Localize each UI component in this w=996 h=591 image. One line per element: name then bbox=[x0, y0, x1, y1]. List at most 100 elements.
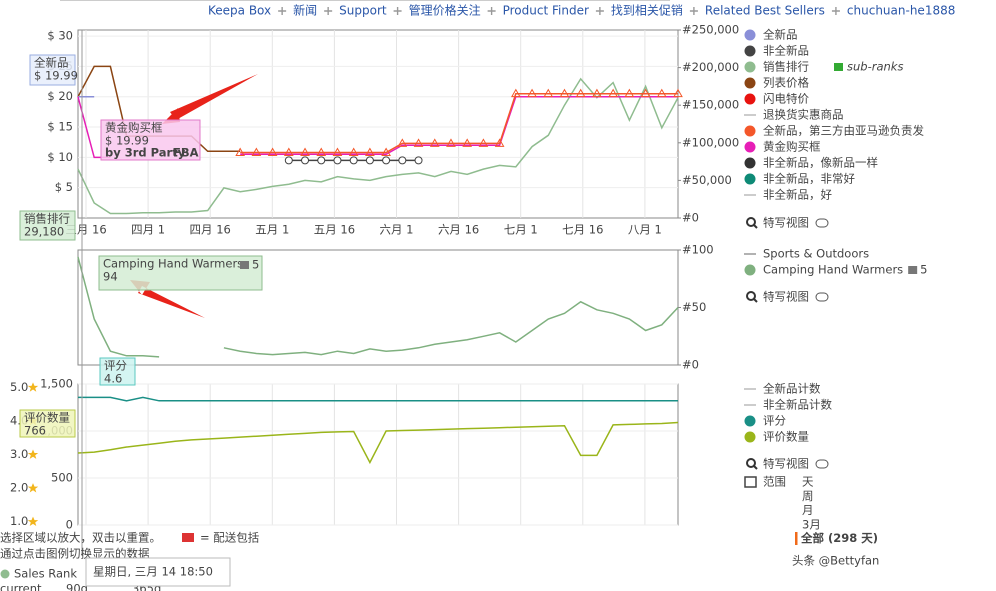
legend-label[interactable]: 非全新品 bbox=[763, 44, 809, 58]
x-tick-label: 四月 1 bbox=[131, 223, 165, 237]
nav-separator bbox=[831, 7, 840, 15]
range-option[interactable]: 月 bbox=[802, 503, 814, 517]
marker-circle bbox=[398, 156, 407, 165]
x-tick-label: 五月 16 bbox=[314, 223, 355, 237]
marker-triangle bbox=[413, 138, 424, 147]
legend-label[interactable]: Sports & Outdoors bbox=[763, 247, 869, 261]
zoom-label[interactable]: 特写视图 bbox=[763, 457, 809, 471]
tooltip-text: 全新品 bbox=[34, 56, 69, 70]
tooltip-text: 黄金购买框 bbox=[105, 121, 163, 135]
range-option[interactable]: 天 bbox=[802, 475, 814, 489]
series-line bbox=[78, 396, 678, 402]
legend-label[interactable]: Camping Hand Warmers bbox=[763, 263, 903, 277]
nav-separator bbox=[487, 7, 496, 15]
calendar-icon bbox=[744, 476, 757, 488]
marker-circle bbox=[365, 156, 374, 165]
tooltip-box bbox=[98, 255, 263, 291]
legend-label[interactable]: 全新品，第三方由亚马逊负责发 bbox=[763, 124, 924, 138]
range-all[interactable]: 全部 (298 天) bbox=[800, 531, 878, 545]
marker-circle bbox=[382, 156, 391, 165]
nav-link[interactable]: Keepa Box bbox=[208, 4, 271, 18]
marker-triangle bbox=[624, 88, 635, 98]
legend-label[interactable]: 评分 bbox=[763, 414, 786, 428]
marker-triangle bbox=[316, 147, 327, 157]
nav-link[interactable]: 新闻 bbox=[293, 3, 317, 18]
legend-dot bbox=[744, 93, 756, 105]
legend-label[interactable]: 退换货实惠商品 bbox=[763, 108, 844, 122]
zoom-label[interactable]: 特写视图 bbox=[763, 216, 809, 230]
legend-rank: 5 bbox=[920, 263, 927, 277]
star-icon bbox=[27, 516, 39, 527]
zoom-icon bbox=[753, 224, 758, 229]
series-line bbox=[240, 96, 678, 156]
rating-tick-label: 5.0 bbox=[10, 380, 28, 394]
marker-triangle bbox=[251, 147, 262, 157]
range-option[interactable]: 周 bbox=[802, 489, 814, 503]
tooltip-text: 766 bbox=[24, 424, 46, 438]
nav-link[interactable]: chuchuan-he1888 bbox=[847, 4, 955, 18]
rating-tick-label: 3.0 bbox=[10, 447, 28, 461]
nav-link[interactable]: 管理价格关注 bbox=[409, 3, 481, 18]
tooltip-text: 销售排行 bbox=[24, 212, 70, 226]
nav-link[interactable]: 找到相关促销 bbox=[611, 4, 683, 18]
toggle[interactable] bbox=[815, 459, 829, 469]
legend-label[interactable]: 销售排行 bbox=[763, 60, 809, 74]
legend-label[interactable]: 非全新品，好 bbox=[763, 188, 832, 202]
marker-circle bbox=[333, 156, 342, 165]
legend-label[interactable]: 黄金购买框 bbox=[763, 140, 821, 154]
tab-label[interactable]: Sales Rank bbox=[14, 567, 77, 581]
marker-triangle bbox=[543, 88, 554, 98]
y2-tick-label: #150,000 bbox=[682, 98, 739, 112]
rating-tick-label: 2.0 bbox=[10, 481, 28, 495]
range-label: 范围 bbox=[763, 475, 786, 489]
zoom-icon bbox=[753, 298, 758, 303]
nav-separator bbox=[278, 7, 287, 15]
tooltip-rank: 5 bbox=[252, 258, 259, 272]
tooltip-box bbox=[29, 54, 76, 86]
marker-triangle bbox=[267, 147, 278, 157]
legend-label[interactable]: 非全新品，像新品一样 bbox=[763, 156, 878, 170]
zoom-label[interactable]: 特写视图 bbox=[763, 290, 809, 304]
marker-triangle bbox=[673, 88, 683, 98]
legend-dot bbox=[744, 141, 756, 153]
marker-triangle bbox=[300, 147, 310, 157]
marker-triangle bbox=[510, 88, 521, 98]
marker-circle bbox=[301, 156, 310, 165]
toggle[interactable] bbox=[815, 218, 829, 228]
legend-label[interactable]: 全新品 bbox=[763, 28, 798, 42]
legend-label[interactable]: 评价数量 bbox=[763, 430, 809, 444]
legend-label[interactable]: 闪电特价 bbox=[763, 92, 809, 106]
y-tick-label: $ 20 bbox=[47, 89, 73, 103]
legend-dot bbox=[744, 157, 756, 169]
legend-label[interactable]: 非全新品计数 bbox=[763, 398, 832, 412]
marker-triangle bbox=[332, 147, 343, 157]
legend-dot bbox=[744, 431, 756, 443]
marker-triangle bbox=[381, 147, 391, 157]
nav-link[interactable]: Related Best Sellers bbox=[705, 4, 825, 18]
legend-dot bbox=[744, 264, 756, 276]
subrank-icon bbox=[240, 261, 249, 269]
legend-dot bbox=[744, 61, 756, 73]
series-line bbox=[223, 300, 679, 356]
plot-frame bbox=[77, 383, 679, 526]
tooltip-text: 4.6 bbox=[104, 372, 122, 386]
tooltip-box bbox=[19, 409, 76, 438]
tooltip-box bbox=[100, 119, 201, 161]
zoom-icon bbox=[746, 217, 756, 227]
legend-subranks: sub-ranks bbox=[847, 60, 903, 74]
truck-icon bbox=[182, 533, 194, 542]
zoom-icon bbox=[753, 465, 758, 470]
y2-tick-label: #200,000 bbox=[682, 60, 739, 74]
nav-link[interactable]: Product Finder bbox=[503, 4, 589, 18]
legend-label[interactable]: 列表价格 bbox=[763, 76, 809, 90]
legend-label[interactable]: 非全新品，非常好 bbox=[763, 172, 855, 186]
y2-tick-label: #250,000 bbox=[682, 23, 739, 37]
range-option[interactable]: 3月 bbox=[802, 517, 821, 531]
tooltip-text: 评价数量 bbox=[24, 411, 70, 425]
toggle[interactable] bbox=[815, 292, 829, 302]
x-tick-label: 六月 1 bbox=[380, 223, 414, 237]
legend-label[interactable]: 全新品计数 bbox=[763, 382, 821, 396]
tooltip-by: by 3rd Party bbox=[105, 146, 186, 160]
subrank-icon bbox=[908, 266, 918, 274]
nav-link[interactable]: Support bbox=[339, 4, 387, 18]
